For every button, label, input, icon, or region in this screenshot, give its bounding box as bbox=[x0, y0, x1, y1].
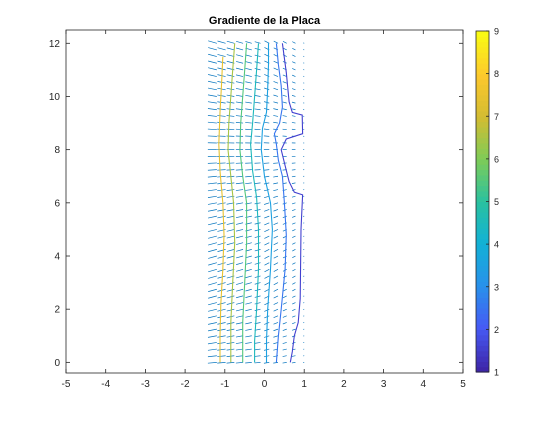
colorbar-segment bbox=[476, 148, 489, 154]
colorbar-segment bbox=[476, 319, 489, 325]
colorbar-segment bbox=[476, 233, 489, 239]
colorbar-segment bbox=[476, 164, 489, 170]
colorbar-tick-label: 2 bbox=[494, 325, 499, 335]
colorbar-segment bbox=[476, 313, 489, 319]
colorbar-tick-label: 4 bbox=[494, 240, 499, 250]
colorbar-segment bbox=[476, 58, 489, 64]
y-tick-label: 12 bbox=[49, 39, 61, 50]
y-tick-label: 10 bbox=[49, 92, 61, 103]
colorbar-segment bbox=[476, 292, 489, 298]
colorbar-segment bbox=[476, 191, 489, 197]
colorbar-segment bbox=[476, 132, 489, 138]
colorbar-tick-label: 9 bbox=[494, 27, 499, 37]
colorbar-segment bbox=[476, 356, 489, 362]
colorbar-segment bbox=[476, 127, 489, 133]
colorbar-tick-label: 7 bbox=[494, 112, 499, 122]
colorbar-segment bbox=[476, 36, 489, 42]
colorbar-segment bbox=[476, 244, 489, 250]
colorbar-tick-label: 1 bbox=[494, 368, 499, 378]
y-tick-label: 2 bbox=[54, 305, 60, 316]
chart-title: Gradiente de la Placa bbox=[209, 15, 321, 27]
colorbar-segment bbox=[476, 31, 489, 37]
colorbar-segment bbox=[476, 276, 489, 282]
x-tick-label: 5 bbox=[460, 379, 466, 390]
colorbar-segment bbox=[476, 116, 489, 122]
colorbar-segment bbox=[476, 329, 489, 335]
colorbar-segment bbox=[476, 287, 489, 293]
colorbar-segment bbox=[476, 202, 489, 208]
colorbar-segment bbox=[476, 223, 489, 229]
colorbar-segment bbox=[476, 100, 489, 106]
colorbar-segment bbox=[476, 207, 489, 213]
colorbar-segment bbox=[476, 74, 489, 80]
colorbar-segment bbox=[476, 212, 489, 218]
colorbar-segment bbox=[476, 351, 489, 357]
colorbar-segment bbox=[476, 42, 489, 48]
y-tick-label: 8 bbox=[54, 145, 60, 156]
colorbar-tick-label: 8 bbox=[494, 69, 499, 79]
colorbar-segment bbox=[476, 271, 489, 277]
colorbar-segment bbox=[476, 335, 489, 341]
y-tick-label: 6 bbox=[54, 198, 60, 209]
colorbar-segment bbox=[476, 90, 489, 96]
colorbar-segment bbox=[476, 345, 489, 351]
x-tick-label: -2 bbox=[181, 379, 190, 390]
colorbar-tick-label: 3 bbox=[494, 282, 499, 292]
colorbar-segment bbox=[476, 265, 489, 271]
colorbar-segment bbox=[476, 249, 489, 255]
colorbar-segment bbox=[476, 217, 489, 223]
colorbar-segment bbox=[476, 79, 489, 85]
x-tick-label: -1 bbox=[220, 379, 229, 390]
colorbar-segment bbox=[476, 340, 489, 346]
x-tick-label: -5 bbox=[62, 379, 71, 390]
x-tick-label: 3 bbox=[381, 379, 387, 390]
x-tick-label: 0 bbox=[262, 379, 268, 390]
x-tick-label: 1 bbox=[301, 379, 307, 390]
colorbar-segment bbox=[476, 159, 489, 165]
colorbar-segment bbox=[476, 63, 489, 69]
colorbar-segment bbox=[476, 303, 489, 309]
colorbar-segment bbox=[476, 47, 489, 53]
colorbar-segment bbox=[476, 170, 489, 176]
colorbar-segment bbox=[476, 260, 489, 266]
colorbar-segment bbox=[476, 52, 489, 58]
colorbar-segment bbox=[476, 186, 489, 192]
x-tick-label: 4 bbox=[421, 379, 427, 390]
colorbar-segment bbox=[476, 106, 489, 112]
colorbar-segment bbox=[476, 297, 489, 303]
x-tick-label: -3 bbox=[141, 379, 150, 390]
colorbar-segment bbox=[476, 255, 489, 261]
colorbar-segment bbox=[476, 228, 489, 234]
x-tick-label: 2 bbox=[341, 379, 347, 390]
colorbar-segment bbox=[476, 84, 489, 90]
y-tick-label: 4 bbox=[54, 252, 60, 263]
x-tick-label: -4 bbox=[101, 379, 110, 390]
colorbar-tick-label: 6 bbox=[494, 154, 499, 164]
colorbar-segment bbox=[476, 308, 489, 314]
colorbar-segment bbox=[476, 143, 489, 149]
colorbar-tick-label: 5 bbox=[494, 197, 499, 207]
colorbar-segment bbox=[476, 138, 489, 144]
colorbar-segment bbox=[476, 180, 489, 186]
colorbar-segment bbox=[476, 361, 489, 367]
colorbar-segment bbox=[476, 95, 489, 101]
y-tick-label: 0 bbox=[54, 358, 60, 369]
colorbar-segment bbox=[476, 175, 489, 181]
colorbar-segment bbox=[476, 122, 489, 128]
